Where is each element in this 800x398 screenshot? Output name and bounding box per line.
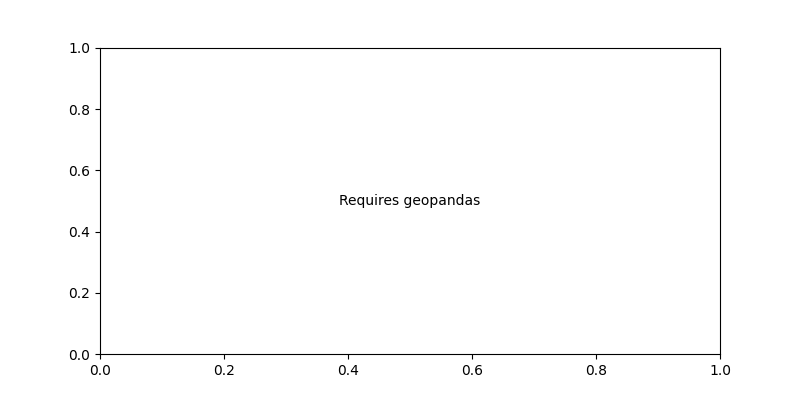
- Text: Requires geopandas: Requires geopandas: [339, 194, 481, 208]
